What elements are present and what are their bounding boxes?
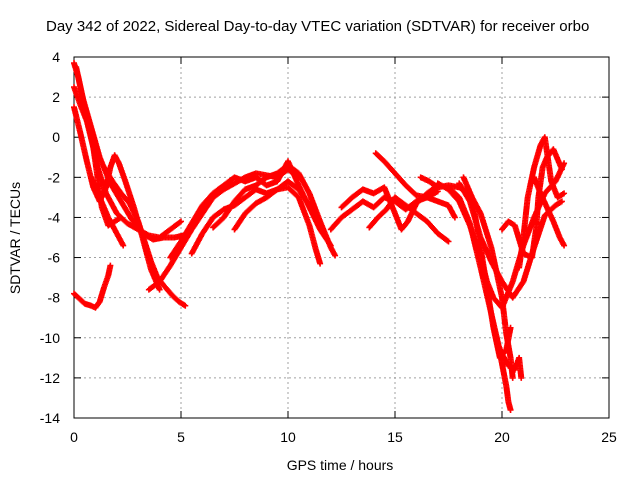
- series-track-25: [494, 340, 525, 381]
- y-axis-label: SDTVAR / TECUs: [7, 182, 23, 294]
- plot-border: [73, 56, 610, 419]
- data-point: [120, 242, 127, 249]
- data-point: [507, 406, 514, 413]
- data-point: [317, 218, 324, 225]
- series-track-11: [210, 162, 339, 259]
- y-tick-label: 0: [52, 129, 60, 145]
- y-tick-label: 4: [52, 49, 60, 65]
- data-point: [518, 374, 525, 381]
- data-point: [507, 324, 514, 331]
- y-tick-label: -8: [48, 290, 61, 306]
- data-point: [561, 242, 568, 249]
- x-tick-label: 15: [387, 429, 403, 445]
- data-point: [332, 252, 339, 259]
- x-tick-label: 20: [494, 429, 510, 445]
- series-track-2: [73, 64, 187, 243]
- y-tick-label: -10: [40, 330, 60, 346]
- series-track-5: [88, 174, 127, 249]
- chart-title: Day 342 of 2022, Sidereal Day-to-day VTE…: [46, 18, 589, 35]
- data-point: [558, 198, 565, 205]
- data-point: [509, 374, 516, 381]
- series-track-16: [366, 194, 452, 245]
- x-axis-label: GPS time / hours: [287, 457, 394, 473]
- data-point: [107, 262, 114, 269]
- y-tick-label: -2: [48, 169, 61, 185]
- y-tick-labels: 4 2 0 -2 -4 -6 -8 -10 -12 -14: [40, 49, 60, 426]
- data-point: [182, 302, 189, 309]
- x-tick-label: 5: [177, 429, 185, 445]
- y-tick-label: -12: [40, 370, 60, 386]
- x-tick-label: 25: [601, 429, 617, 445]
- y-tick-label: -6: [48, 250, 61, 266]
- y-tick-label: -4: [48, 209, 61, 225]
- data-point: [156, 286, 163, 293]
- series-track-12: [231, 178, 324, 233]
- y-tick-label: -14: [40, 410, 60, 426]
- series-track-24: [531, 174, 568, 249]
- x-tick-labels: 0 5 10 15 20 25: [70, 429, 617, 445]
- series-track-15: [372, 150, 458, 221]
- x-tick-label: 0: [70, 429, 78, 445]
- data-point: [118, 214, 125, 221]
- series-track-23: [516, 134, 568, 271]
- data-point: [178, 218, 184, 225]
- y-tick-label: 2: [52, 89, 60, 105]
- x-tick-label: 10: [280, 429, 296, 445]
- data-point: [558, 166, 565, 173]
- series-track-7: [71, 262, 114, 311]
- data-point: [445, 238, 452, 245]
- data-point: [317, 260, 324, 267]
- data-point: [451, 214, 458, 221]
- data-series: [71, 60, 568, 413]
- data-point: [176, 219, 183, 226]
- data-point: [561, 190, 568, 197]
- data-point: [444, 237, 451, 244]
